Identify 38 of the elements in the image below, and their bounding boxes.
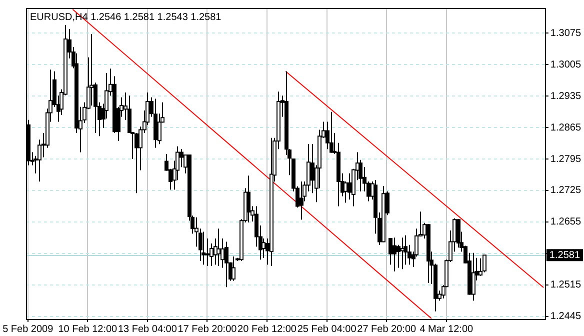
candlestick	[180, 148, 184, 168]
y-tick-label: 1.3075	[550, 28, 582, 39]
candlestick	[478, 258, 482, 276]
x-tick-label: 27 Feb 20:00	[357, 324, 417, 335]
y-tick-label: 1.3005	[550, 59, 582, 70]
candlestick	[482, 254, 486, 273]
candlestick	[456, 218, 460, 248]
candlestick	[224, 241, 228, 288]
y-tick-label: 1.2445	[550, 311, 582, 322]
x-tick-label: 10 Feb 12:00	[58, 324, 118, 335]
y-tick-label: 1.2795	[550, 154, 582, 165]
y-tick-label: 1.2725	[550, 185, 582, 196]
x-tick-label: 20 Feb 12:00	[238, 324, 297, 335]
y-tick-label: 1.2935	[550, 90, 582, 102]
x-tick-label: 4 Mar 12:00	[420, 324, 474, 335]
candlestick	[90, 34, 94, 106]
candlestick	[210, 242, 214, 266]
candlestick	[330, 111, 334, 154]
candlestick	[128, 95, 132, 134]
x-tick-label: 13 Feb 04:00	[118, 324, 178, 335]
candlestick	[246, 175, 250, 223]
ref-line-label: 1.2581	[549, 250, 580, 261]
x-tick-label: 25 Feb 04:00	[297, 324, 357, 335]
candlestick	[300, 180, 304, 220]
candlestick	[232, 256, 236, 282]
candlestick	[216, 228, 220, 266]
candlestick	[202, 231, 206, 266]
candlestick	[348, 172, 352, 200]
candlestick	[392, 237, 396, 272]
y-tick-label: 1.2515	[550, 280, 582, 291]
y-tick-label: 1.2865	[550, 122, 582, 134]
candlestick	[472, 252, 476, 302]
candlestick	[134, 132, 138, 194]
candlestick	[404, 234, 408, 266]
x-tick-label: 5 Feb 2009	[2, 324, 54, 335]
candlestick	[344, 180, 348, 204]
x-tick-label: 17 Feb 20:00	[178, 324, 238, 335]
y-tick-label: 1.2655	[550, 216, 582, 228]
